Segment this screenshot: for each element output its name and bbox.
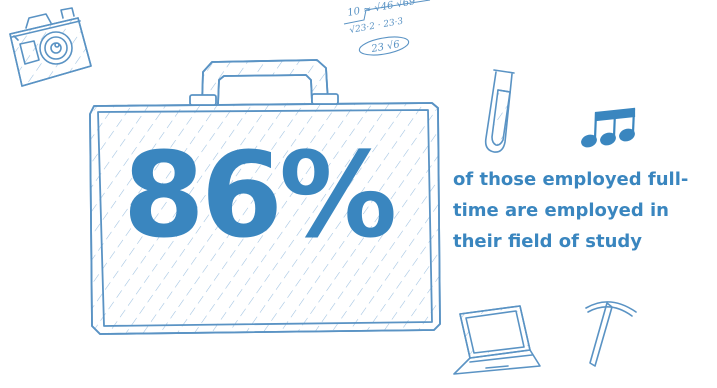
camera-icon bbox=[9, 7, 92, 87]
math-circle bbox=[358, 36, 410, 56]
math-doodle: 10 ≈ √46 √69 √23·2 · 23·3 23 √6 bbox=[347, 0, 417, 55]
math-line-2: √23·2 · 23·3 bbox=[349, 16, 405, 36]
statistic-value: 86% bbox=[122, 126, 397, 264]
briefcase-icon bbox=[89, 59, 441, 335]
test-tube-icon bbox=[484, 69, 515, 153]
laptop-icon bbox=[453, 305, 541, 375]
math-line-3: 23 √6 bbox=[370, 39, 402, 55]
statistic-caption: of those employed full- time are employe… bbox=[453, 169, 689, 252]
pickaxe-icon bbox=[585, 301, 637, 367]
music-notes-icon bbox=[581, 107, 636, 148]
math-line-1: 10 ≈ √46 √69 bbox=[347, 0, 417, 19]
math-root-sign bbox=[343, 0, 431, 25]
